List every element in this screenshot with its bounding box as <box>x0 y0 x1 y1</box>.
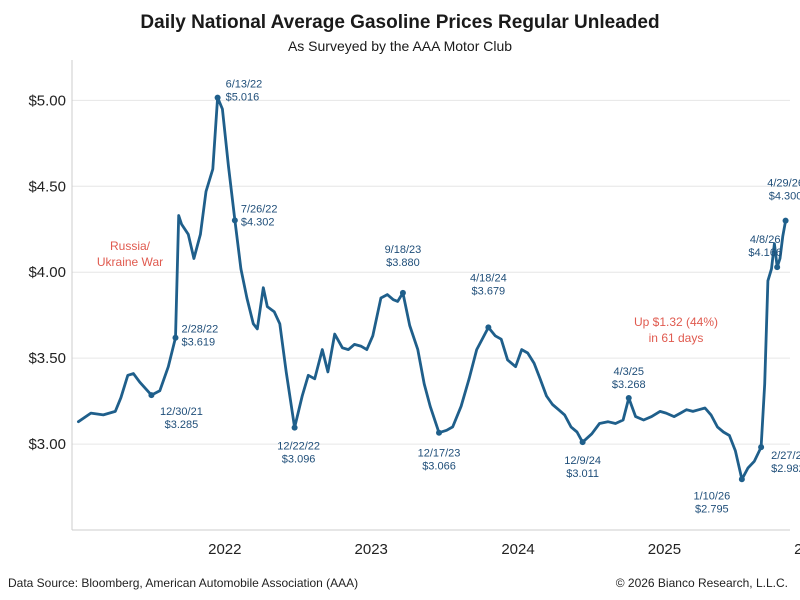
annotation-date: 2/27/26 <box>771 450 800 462</box>
y-tick-label: $3.00 <box>28 436 66 453</box>
annotation-marker <box>758 444 765 451</box>
annotation-price: $3.619 <box>181 337 215 349</box>
annotation-price: $4.300 <box>769 191 800 203</box>
y-tick-label: $3.50 <box>28 350 66 367</box>
annotation-date: 9/18/23 <box>385 244 422 256</box>
annotation-date: 7/26/22 <box>241 203 278 215</box>
y-tick-label: $4.50 <box>28 178 66 195</box>
annotation-marker <box>782 217 789 224</box>
annotation-marker <box>172 334 179 341</box>
annotation-date: 4/3/25 <box>613 366 644 378</box>
annotation-date: 4/8/26 <box>750 234 781 246</box>
gridlines <box>72 99 790 445</box>
annotation-price: $3.011 <box>566 468 599 480</box>
annotation-price: $3.096 <box>282 454 316 466</box>
annotation-marker <box>148 392 155 399</box>
annotation-date: 12/17/23 <box>418 448 461 460</box>
annotation-price: $3.268 <box>612 379 646 391</box>
annotation-date: 12/22/22 <box>277 441 320 453</box>
annotation-date: 4/18/24 <box>470 272 507 284</box>
note-label: Ukraine War <box>97 255 163 269</box>
copyright: © 2026 Bianco Research, L.L.C. <box>615 576 788 590</box>
price-line <box>77 96 787 481</box>
data-source: Data Source: Bloomberg, American Automob… <box>8 576 359 590</box>
note-label: Russia/ <box>110 239 151 253</box>
annotation-date: 2/28/22 <box>181 324 218 336</box>
x-tick-label: 2023 <box>355 541 388 558</box>
annotation-price: $4.166 <box>748 247 782 259</box>
annotations-layer: 12/30/21$3.285 2/28/22$3.619 6/13/22$5.016… <box>97 79 800 516</box>
annotation-price: $3.285 <box>165 419 199 431</box>
annotation-date: 4/29/26 <box>767 178 800 190</box>
y-tick-label: $4.00 <box>28 264 66 281</box>
annotation-marker <box>625 395 632 402</box>
annotation-price: $2.795 <box>695 503 729 515</box>
annotation-marker <box>579 439 586 446</box>
annotation-marker <box>291 424 298 431</box>
annotation-marker <box>774 264 781 271</box>
annotation-marker <box>738 476 745 483</box>
annotation-marker <box>399 289 406 296</box>
chart-title: Daily National Average Gasoline Prices R… <box>140 12 660 33</box>
y-tick-label: $5.00 <box>28 92 66 109</box>
annotation-date: 1/10/26 <box>694 490 731 502</box>
annotation-price: $3.679 <box>472 285 506 297</box>
x-tick-label: 2024 <box>501 541 534 558</box>
x-tick-label: 2026 <box>794 541 800 558</box>
annotation-price: $2.982 <box>771 463 800 475</box>
annotation-date: 12/30/21 <box>160 406 203 418</box>
annotation-price: $3.880 <box>386 257 420 269</box>
axes: $3.00 $3.50 $4.00 $4.50 $5.00 2022 2023 2024 202… <box>28 60 800 558</box>
annotation-marker <box>485 324 492 331</box>
annotation-date: 6/13/22 <box>226 79 263 91</box>
note-label: in 61 days <box>649 331 704 345</box>
chart-subtitle: As Surveyed by the AAA Motor Club <box>287 38 513 54</box>
annotation-marker <box>214 94 221 101</box>
x-tick-label: 2022 <box>208 541 241 558</box>
annotation-marker <box>436 429 443 436</box>
x-tick-label: 2025 <box>648 541 681 558</box>
series-layer <box>77 96 787 481</box>
annotation-date: 12/9/24 <box>564 455 601 467</box>
annotation-price: $4.302 <box>241 216 275 228</box>
annotation-marker <box>231 217 238 224</box>
annotation-price: $3.066 <box>422 461 456 473</box>
note-label: Up $1.32 (44%) <box>634 315 718 329</box>
annotation-price: $5.016 <box>226 92 260 104</box>
